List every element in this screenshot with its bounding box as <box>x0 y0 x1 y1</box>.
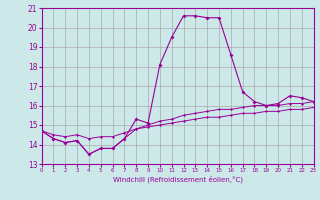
X-axis label: Windchill (Refroidissement éolien,°C): Windchill (Refroidissement éolien,°C) <box>113 176 243 183</box>
